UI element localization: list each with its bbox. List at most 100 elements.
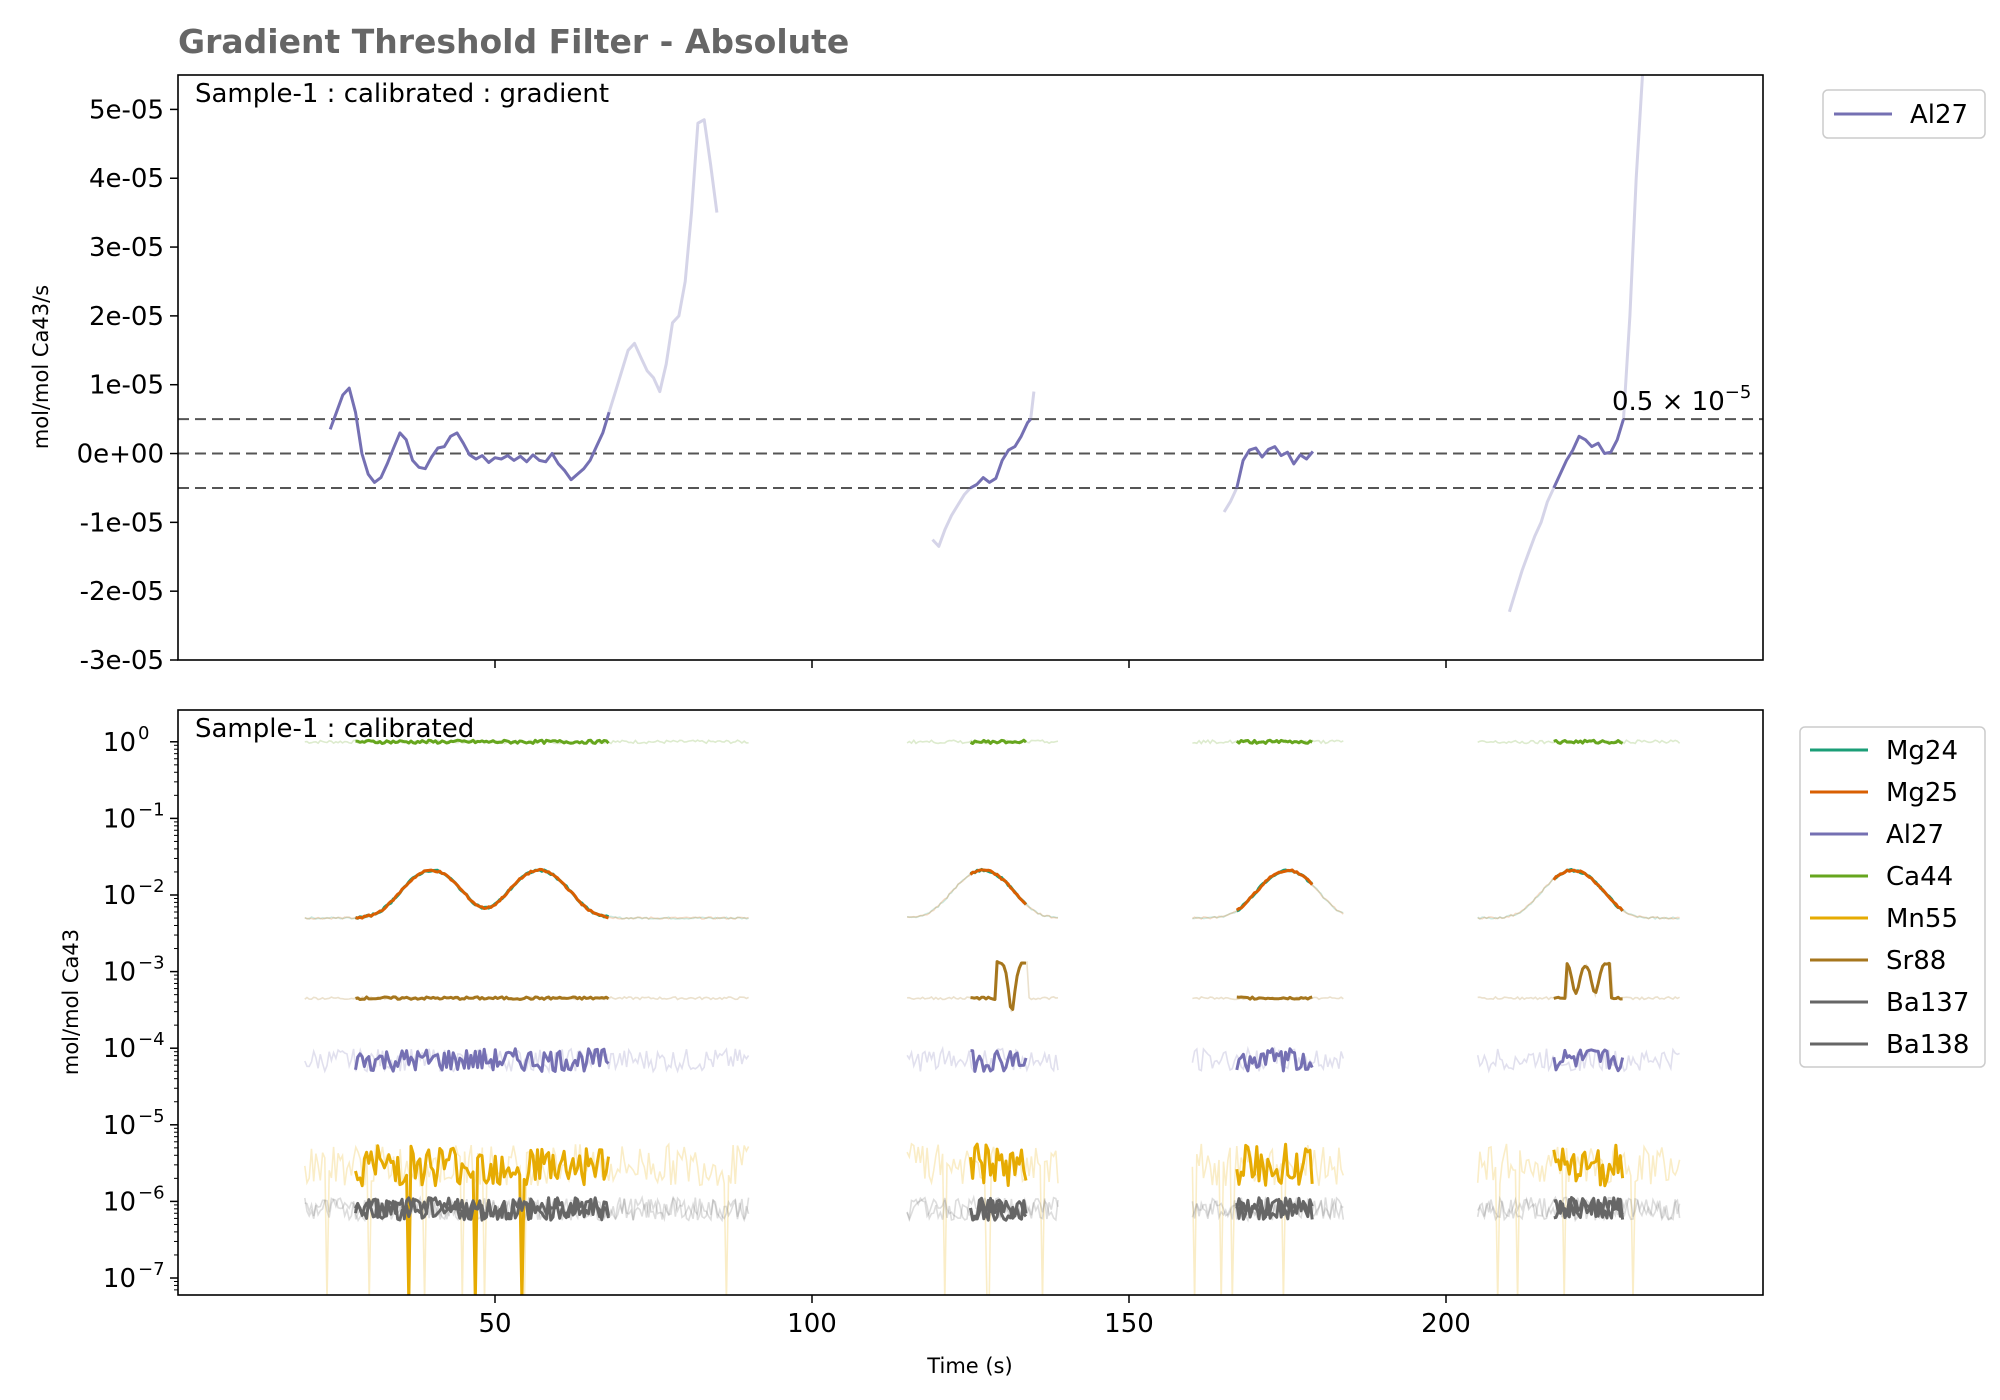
top-y-tick-label: -3e-05 (80, 646, 164, 676)
ca44-trace (1235, 738, 1313, 745)
threshold-lines (178, 418, 1763, 489)
bottom-y-tick-label: 10 (103, 804, 136, 834)
top-y-tick-label: -2e-05 (80, 577, 164, 607)
ca44-trace (1553, 738, 1624, 745)
al27-gradient-line (328, 386, 611, 484)
top-x-ticks (494, 660, 1447, 668)
bottom-y-tick-label: 10 (103, 728, 136, 758)
mg24-excluded-trace (907, 868, 1059, 919)
x-tick-label: 100 (787, 1309, 837, 1339)
legend-label-mn55: Mn55 (1886, 904, 1958, 934)
gradient-series (328, 74, 1644, 613)
top-y-tick-label: 5e-05 (89, 95, 164, 125)
top-legend: Al27 (1822, 89, 1986, 139)
bottom-x-ticks: 50 100 150 200 (478, 1295, 1471, 1339)
mg24-excluded-trace (304, 868, 749, 920)
al27-excluded-trace (1476, 1047, 1680, 1074)
al27-trace (1235, 1047, 1314, 1073)
al27-gradient-excluded-line (1622, 74, 1644, 420)
top-y-tick-label: 2e-05 (89, 302, 164, 332)
top-legend-box (1822, 89, 1986, 139)
top-y-ticks: 5e-05 4e-05 3e-05 2e-05 1e-05 0e+00 -1e-05 -2e-… (77, 95, 178, 676)
mg25-trace (1552, 868, 1624, 912)
x-tick-label: 150 (1104, 1309, 1154, 1339)
top-y-axis-label: mol/mol Ca43/s (29, 285, 53, 449)
top-y-tick-label: 4e-05 (89, 164, 164, 194)
bottom-legend: Mg24 Mg25 Al27 Ca44 Mn55 Sr88 Ba137 Ba138 (1799, 726, 1986, 1068)
x-tick-label: 50 (478, 1309, 511, 1339)
bottom-y-tick-label: 10 (103, 1187, 136, 1217)
mg25-trace (1235, 868, 1314, 912)
top-y-tick-label: 1e-05 (89, 371, 164, 401)
al27-trace (354, 1047, 610, 1073)
ba138-trace (1235, 1197, 1314, 1221)
bottom-y-tick-exp: −2 (138, 876, 165, 897)
top-y-tick-label: 0e+00 (77, 440, 164, 470)
sr88-trace (970, 960, 1027, 1011)
legend-label-al27: Al27 (1886, 820, 1944, 850)
mn55-trace (1235, 1142, 1314, 1187)
top-y-tick-label: -1e-05 (80, 508, 164, 538)
al27-gradient-excluded-line (1222, 487, 1239, 513)
top-axes-frame (177, 74, 1764, 661)
sr88-trace (1236, 995, 1313, 1001)
top-y-tick-label: 3e-05 (89, 233, 164, 263)
legend-label-mg25: Mg25 (1886, 778, 1958, 808)
bottom-y-axis-label: mol/mol Ca43 (59, 929, 83, 1075)
calibrated-series (304, 738, 1681, 1295)
legend-label-ba138: Ba138 (1886, 1030, 1969, 1060)
bottom-y-tick-exp: −4 (138, 1029, 165, 1050)
threshold-annotation-base: 0.5 × 10 (1612, 387, 1725, 417)
al27-gradient-excluded-line (931, 486, 972, 548)
mn55-excluded-trace (304, 1142, 750, 1295)
bottom-y-tick-exp: −7 (138, 1259, 165, 1280)
ba137-trace (354, 1196, 610, 1222)
top-panel-label: Sample-1 : calibrated : gradient (195, 79, 609, 109)
al27-gradient-excluded-line (1029, 391, 1036, 420)
mn55-trace (354, 1144, 610, 1295)
mg25-excluded-trace (1477, 868, 1680, 920)
x-axis-label: Time (s) (926, 1354, 1012, 1378)
ba138-trace (1553, 1196, 1624, 1220)
al27-gradient-excluded-line (1507, 487, 1556, 613)
ca44-trace (969, 738, 1028, 745)
mg25-excluded-trace (304, 868, 749, 920)
mn55-excluded-trace (1476, 1143, 1681, 1295)
legend-label-ca44: Ca44 (1886, 862, 1953, 892)
legend-label-sr88: Sr88 (1886, 946, 1946, 976)
mg24-excluded-trace (1477, 868, 1680, 921)
bottom-y-tick-exp: −6 (138, 1182, 165, 1203)
ba138-trace (969, 1196, 1028, 1222)
calibrated-traces (304, 738, 1681, 1295)
ca44-trace (355, 738, 610, 745)
bottom-y-tick-label: 10 (103, 1264, 136, 1294)
mn55-trace (1552, 1143, 1625, 1188)
legend-label-mg24: Mg24 (1886, 736, 1958, 766)
bottom-y-tick-exp: 0 (138, 723, 149, 744)
bottom-y-tick-exp: −3 (138, 953, 165, 974)
al27-excluded-trace (304, 1047, 750, 1075)
al27-trace (970, 1049, 1028, 1073)
threshold-annotation: 0.5 × 10−5 (1612, 382, 1751, 417)
gradient-panel: 5e-05 4e-05 3e-05 2e-05 1e-05 0e+00 -1e-05 -2e-… (29, 74, 1986, 676)
ba137-trace (1553, 1196, 1625, 1220)
mg24-trace (354, 868, 610, 920)
bottom-y-tick-label: 10 (103, 1111, 136, 1141)
mg25-excluded-trace (906, 868, 1059, 919)
ba137-excluded-trace (1477, 1196, 1681, 1222)
chart-title: Gradient Threshold Filter - Absolute (178, 22, 850, 61)
mg25-trace (969, 868, 1027, 906)
bottom-y-tick-exp: −1 (138, 799, 165, 820)
al27-gradient-line (1235, 445, 1315, 489)
al27-gradient-line (1552, 418, 1625, 489)
sr88-excluded-trace (907, 960, 1059, 1013)
sr88-trace (1553, 961, 1623, 1001)
bottom-y-tick-label: 10 (103, 958, 136, 988)
al27-gradient-excluded-line (607, 118, 719, 413)
bottom-legend-box (1799, 726, 1986, 1068)
x-tick-label: 200 (1421, 1309, 1471, 1339)
bottom-y-tick-label: 10 (103, 1034, 136, 1064)
legend-label-ba137: Ba137 (1886, 988, 1969, 1018)
